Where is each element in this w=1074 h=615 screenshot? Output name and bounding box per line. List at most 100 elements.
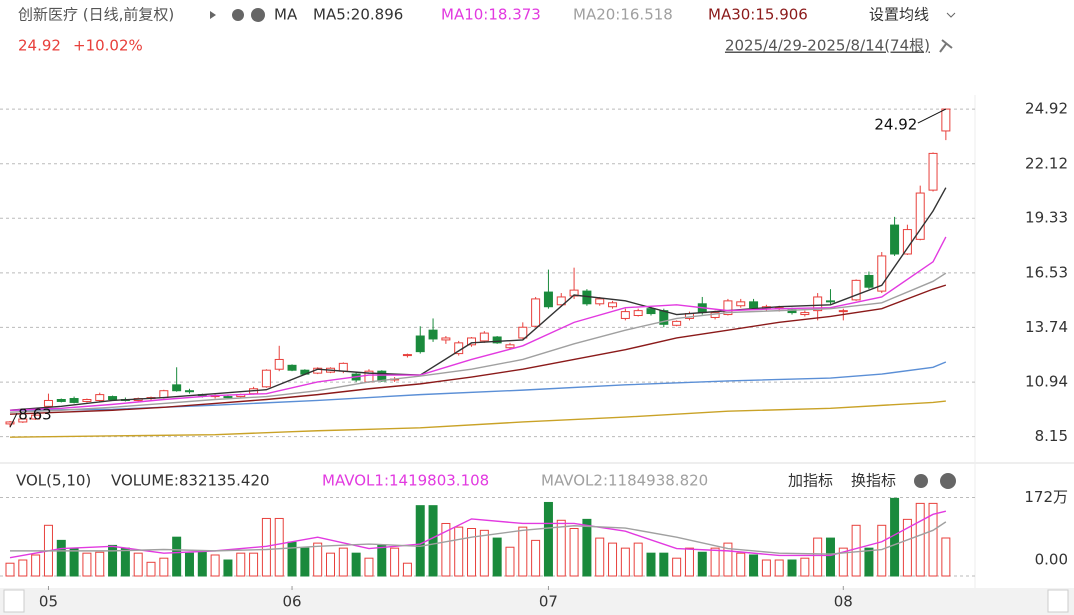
candle-body	[518, 326, 528, 339]
candle-body	[223, 396, 233, 399]
candle-body	[608, 302, 618, 308]
gear-icon[interactable]	[914, 474, 928, 488]
volume-bar	[672, 557, 682, 577]
candle-body	[902, 229, 912, 255]
volume-bar	[710, 547, 720, 577]
volume-bar	[5, 562, 15, 577]
pin-icon[interactable]	[939, 39, 953, 53]
volume-bar	[556, 519, 566, 577]
candle-body	[915, 192, 925, 240]
candle-body	[441, 337, 451, 341]
volume-bar	[236, 552, 246, 577]
legend-entry: MAVOL2:1184938.820	[541, 472, 708, 490]
close-icon[interactable]	[251, 8, 265, 22]
price-annotation: 8.63	[18, 406, 51, 424]
annotation-arrow	[917, 108, 947, 124]
settings-button[interactable]: 设置均线	[869, 6, 929, 24]
volume-bar	[800, 557, 810, 577]
candle-body	[556, 296, 566, 306]
x-tick-label: 08	[834, 593, 853, 611]
volume-bar	[543, 501, 553, 577]
volume-bar	[120, 547, 130, 577]
candle-body	[646, 308, 656, 315]
volume-bar	[902, 518, 912, 577]
volume-bar	[659, 552, 669, 577]
candle-body	[31, 414, 41, 420]
candle-body	[159, 390, 169, 399]
candle-body	[851, 279, 861, 301]
volume-bar	[69, 547, 79, 577]
candle-body	[479, 332, 489, 342]
volume-bar	[787, 559, 797, 577]
volume-bar	[249, 552, 259, 577]
volume-bar	[774, 559, 784, 577]
volume-bar	[274, 517, 284, 577]
legend-entry: MAVOL1:1419803.108	[322, 472, 489, 490]
mavol-line	[9, 510, 947, 559]
ma-line	[9, 284, 947, 415]
volume-bar	[569, 528, 579, 577]
expand-icon[interactable]	[210, 11, 216, 19]
candle-body	[338, 362, 348, 372]
candle-body	[82, 398, 92, 402]
volume-bar	[441, 522, 451, 577]
candle-body	[813, 296, 823, 312]
candle-body	[838, 310, 848, 313]
volume-bar	[825, 537, 835, 577]
volume-bar	[620, 547, 630, 577]
candle-body	[877, 255, 887, 292]
volume-bar	[633, 542, 643, 577]
volume-bar	[210, 554, 220, 577]
volume-bar	[608, 542, 618, 577]
y-tick-label: 19.33	[1025, 209, 1068, 227]
candle-body	[569, 289, 579, 297]
volume-bar	[108, 544, 118, 577]
volume-bar	[133, 552, 143, 577]
add-indicator[interactable]: 加指标	[788, 472, 833, 490]
switch-indicator[interactable]: 换指标	[851, 472, 896, 490]
close-icon[interactable]	[940, 473, 956, 489]
volume-bar	[172, 536, 182, 577]
candle-body	[723, 300, 733, 316]
candle-body	[800, 312, 810, 316]
volume-bar	[915, 502, 925, 577]
volume-bar	[364, 557, 374, 577]
y-tick-label: 13.74	[1025, 318, 1068, 336]
x-tick-label: 06	[282, 593, 301, 611]
volume-bar	[928, 502, 938, 577]
date-range[interactable]: 2025/4/29-2025/8/14(74根)	[725, 37, 930, 55]
long-ma-line	[9, 400, 946, 438]
volume-bar	[95, 551, 105, 577]
mavol-line	[10, 521, 947, 555]
candle-body	[531, 298, 541, 327]
candle-body	[505, 344, 515, 349]
dropdown-icon[interactable]	[946, 12, 956, 18]
scroll-left[interactable]	[3, 589, 25, 613]
volume-bar	[428, 505, 438, 577]
candle-body	[633, 310, 643, 317]
volume-bar	[351, 552, 361, 577]
candle-body	[95, 394, 105, 401]
candle-body	[415, 335, 425, 353]
annotation-arrow	[9, 413, 18, 428]
volume-bar	[531, 539, 541, 577]
x-tick-label: 05	[39, 593, 58, 611]
candle-body	[543, 291, 553, 308]
candle-body	[595, 298, 605, 305]
candle-body	[928, 152, 938, 191]
volume-bar	[390, 547, 400, 577]
volume-bar	[864, 547, 874, 577]
x-axis-strip	[0, 588, 1074, 615]
volume-bar	[518, 526, 528, 577]
indicator-name: MA	[274, 6, 298, 24]
candle-body	[108, 396, 118, 400]
gear-icon[interactable]	[232, 9, 244, 21]
ma-line	[9, 187, 947, 411]
volume-bar	[338, 547, 348, 577]
scroll-right[interactable]	[1047, 589, 1069, 613]
volume-bar	[684, 547, 694, 577]
candle-body	[18, 418, 28, 423]
volume-bar	[697, 551, 707, 577]
candle-body	[56, 398, 66, 402]
